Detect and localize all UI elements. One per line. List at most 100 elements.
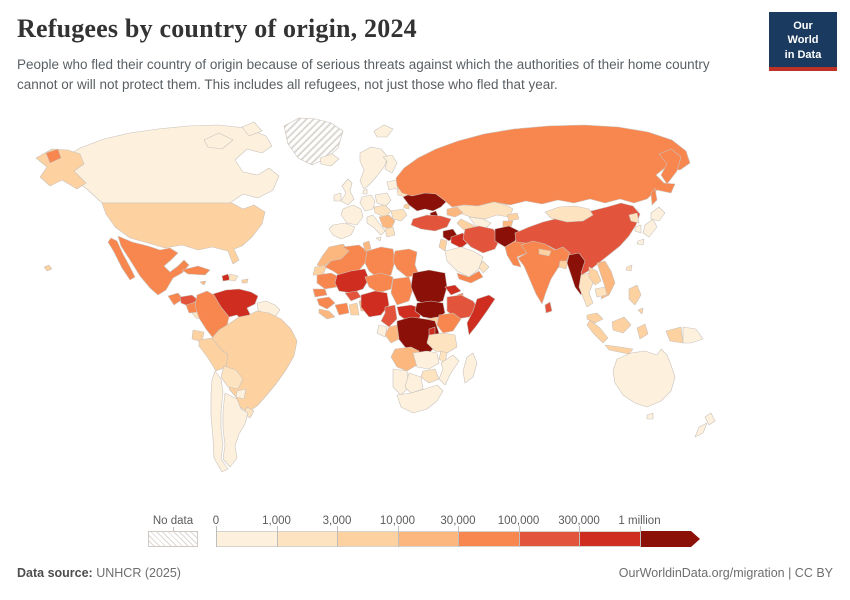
country-indonesia-sulawesi[interactable] (636, 323, 649, 340)
country-finland[interactable] (382, 154, 398, 174)
country-philippines-mindanao[interactable] (637, 307, 644, 315)
country-north-korea[interactable] (628, 212, 640, 224)
legend-bin-b5[interactable] (518, 531, 579, 547)
country-chad[interactable] (390, 276, 414, 306)
country-denmark[interactable] (362, 188, 368, 195)
country-india[interactable] (517, 240, 571, 305)
legend-bin-b7[interactable] (640, 531, 701, 547)
country-mexico[interactable] (117, 235, 190, 296)
country-indonesia-sumatra[interactable] (586, 319, 609, 344)
country-new-zealand-south[interactable] (694, 422, 708, 438)
country-germany[interactable] (359, 194, 376, 212)
country-mongolia[interactable] (544, 205, 594, 223)
country-niger[interactable] (364, 272, 394, 294)
country-kazakhstan[interactable] (451, 201, 514, 220)
country-madagascar[interactable] (462, 352, 478, 384)
country-usa[interactable] (101, 202, 266, 265)
country-gabon[interactable] (376, 324, 388, 338)
country-saudi-arabia[interactable] (444, 246, 484, 278)
country-sudan[interactable] (410, 269, 448, 306)
country-mozambique[interactable] (438, 354, 460, 386)
country-iran[interactable] (462, 225, 502, 254)
country-taiwan[interactable] (625, 264, 633, 272)
country-svalbard[interactable] (373, 124, 394, 138)
legend-bin-b6[interactable] (579, 531, 640, 547)
country-ivory-coast[interactable] (334, 302, 350, 316)
country-eritrea[interactable] (444, 284, 462, 296)
country-ghana[interactable] (348, 302, 360, 316)
country-south-africa[interactable] (396, 384, 444, 414)
country-yemen[interactable] (456, 270, 484, 284)
legend-bin-b1[interactable] (276, 531, 337, 547)
country-somalia[interactable] (466, 294, 496, 336)
country-kyrgyzstan[interactable] (506, 212, 520, 222)
country-sri-lanka[interactable] (544, 301, 553, 314)
country-senegal[interactable] (312, 288, 328, 298)
country-canada-islands[interactable] (241, 121, 263, 137)
country-greece[interactable] (384, 226, 396, 238)
country-malaysia-borneo[interactable] (611, 316, 632, 334)
country-papua-new-guinea[interactable] (682, 326, 704, 344)
legend-bin-b4[interactable] (458, 531, 519, 547)
country-japan-honshu[interactable] (642, 218, 658, 238)
country-russia[interactable] (395, 124, 691, 208)
country-canada[interactable] (57, 124, 280, 204)
country-central-europe[interactable] (373, 204, 392, 218)
country-italy-sicily[interactable] (375, 236, 382, 242)
country-caucasus[interactable] (446, 206, 464, 218)
country-mali[interactable] (334, 268, 370, 294)
country-japan-hokkaido[interactable] (650, 206, 666, 222)
country-balkans[interactable] (378, 214, 396, 230)
country-usa-hawaii[interactable] (43, 264, 53, 272)
country-burkina-faso[interactable] (344, 290, 362, 302)
country-chile[interactable] (210, 370, 229, 473)
country-paraguay[interactable] (235, 388, 247, 400)
country-dominican-republic[interactable] (228, 273, 239, 282)
country-ireland[interactable] (333, 192, 342, 202)
country-zambia[interactable] (412, 350, 440, 370)
country-cuba[interactable] (181, 265, 211, 276)
legend-bin-b0[interactable] (216, 531, 277, 547)
legend-bin-b3[interactable] (397, 531, 458, 547)
country-bolivia[interactable] (220, 365, 244, 390)
country-south-korea[interactable] (634, 224, 642, 234)
country-greenland[interactable] (283, 117, 344, 166)
country-uk[interactable] (340, 178, 355, 206)
country-guinea[interactable] (316, 296, 336, 310)
country-indonesia-papua[interactable] (665, 326, 684, 344)
country-australia[interactable] (612, 348, 676, 408)
legend-no-data[interactable]: No data (148, 515, 198, 547)
country-western-sahara[interactable] (312, 264, 328, 276)
country-russia-sakhalin[interactable] (650, 187, 658, 206)
country-indonesia-java[interactable] (604, 344, 634, 355)
country-russia-chukotka[interactable] (45, 148, 62, 164)
country-kenya[interactable] (436, 312, 462, 334)
country-russia-kamchatka[interactable] (658, 148, 682, 185)
country-baltics[interactable] (386, 179, 399, 191)
country-japan-kyushu[interactable] (636, 238, 645, 246)
country-tanzania[interactable] (426, 332, 458, 354)
country-sierra-leone-liberia[interactable] (318, 308, 336, 320)
country-tasmania[interactable] (646, 412, 654, 420)
country-philippines[interactable] (628, 284, 642, 306)
country-vietnam[interactable] (596, 260, 616, 300)
country-italy[interactable] (366, 214, 386, 236)
country-iceland[interactable] (319, 153, 340, 167)
country-scandinavia[interactable] (359, 146, 389, 190)
country-levant[interactable] (438, 238, 448, 252)
country-poland[interactable] (374, 192, 392, 207)
country-oman[interactable] (478, 260, 490, 274)
legend-bin-b2[interactable] (337, 531, 398, 547)
country-argentina[interactable] (222, 392, 249, 468)
country-mexico-baja[interactable] (107, 237, 136, 281)
country-new-zealand-north[interactable] (704, 412, 716, 426)
country-laos[interactable] (588, 266, 602, 286)
country-bangladesh[interactable] (558, 260, 569, 270)
country-tunisia[interactable] (362, 240, 372, 252)
country-romania-bulgaria[interactable] (390, 208, 408, 222)
country-nepal[interactable] (538, 248, 552, 257)
country-angola[interactable] (390, 346, 420, 372)
country-cambodia[interactable] (594, 286, 608, 298)
country-libya[interactable] (364, 246, 396, 280)
country-moldova[interactable] (403, 202, 410, 210)
